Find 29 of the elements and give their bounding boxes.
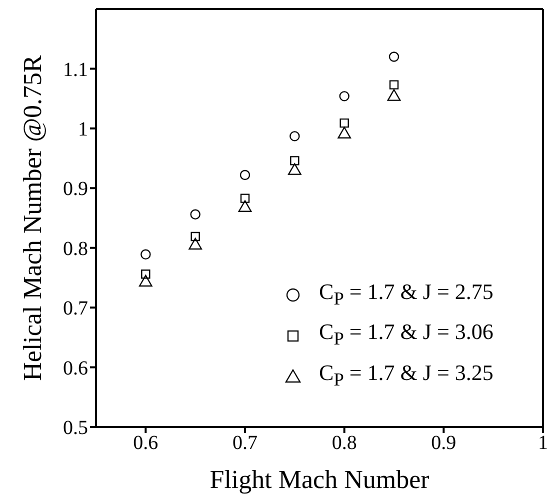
point — [140, 249, 151, 260]
y-tick-label: 0.5 — [63, 417, 88, 440]
x-tick-label: 0.8 — [332, 432, 357, 454]
point — [190, 232, 200, 242]
point — [240, 194, 250, 203]
legend-label: C$_{P}$ = 1.7 & J = 3.06 — [319, 318, 494, 351]
x-tick-label: 0.6 — [133, 432, 158, 454]
legend-label: C$_{P}$ = 1.7 & J = 3.25 — [319, 358, 494, 392]
y-tick-label: 0.9 — [63, 178, 88, 200]
point — [141, 270, 150, 279]
point — [240, 170, 250, 180]
point — [190, 209, 200, 220]
legend-label: C$_{P}$ = 1.7 & J = 2.75 — [319, 278, 494, 310]
y-tick-label: 1.1 — [63, 58, 88, 81]
x-tick-label: 1 — [538, 432, 548, 454]
x-tick-label: 0.9 — [431, 432, 456, 454]
point — [290, 131, 300, 142]
point — [339, 91, 350, 102]
point — [389, 80, 399, 90]
y-axis-title: Helical Mach Number @0.75R — [18, 54, 48, 381]
point — [388, 52, 400, 62]
y-tick-label: 0.7 — [63, 298, 88, 320]
y-tick-label: 1 — [78, 118, 88, 141]
x-axis-title: Flight Mach Number — [210, 465, 430, 494]
x-tick-label: 0.7 — [232, 432, 258, 454]
point — [340, 118, 349, 128]
y-tick-label: 0.6 — [63, 357, 88, 380]
y-tick-label: 0.8 — [63, 238, 88, 260]
point — [290, 156, 300, 166]
